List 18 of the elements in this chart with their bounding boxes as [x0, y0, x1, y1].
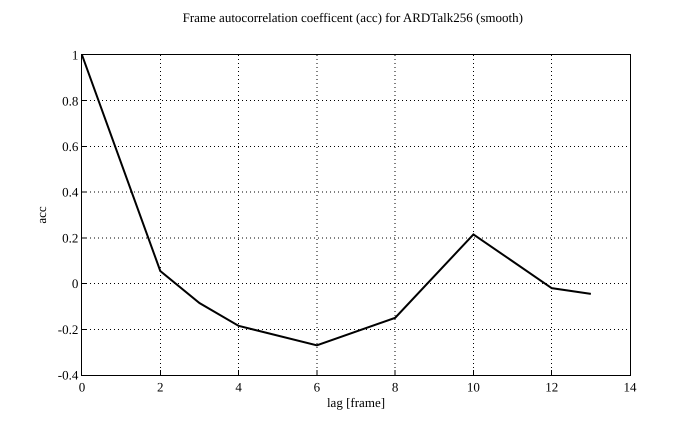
- y-tick-label: -0.4: [58, 368, 79, 383]
- y-tick-label: -0.2: [58, 322, 78, 337]
- x-tick-label: 8: [392, 380, 398, 395]
- y-tick-label: 0.6: [62, 138, 79, 154]
- chart-title: Frame autocorrelation coefficent (acc) for ARDTalk256 (smooth): [182, 10, 523, 26]
- x-tick-label: 6: [314, 380, 321, 395]
- x-tick-label: 10: [466, 380, 480, 395]
- y-tick-label: 1: [72, 48, 78, 63]
- x-tick-label: 14: [624, 380, 637, 395]
- y-tick-label: 0.4: [62, 184, 79, 200]
- y-axis-title: acc: [34, 206, 49, 224]
- x-tick-label: 4: [235, 380, 242, 395]
- y-tick-label: 0.8: [62, 93, 78, 108]
- y-tick-label: 0.2: [62, 230, 78, 246]
- y-tick-label: 0: [72, 276, 78, 292]
- x-tick-label: 12: [545, 380, 558, 395]
- x-tick-label: 2: [157, 380, 164, 395]
- x-axis-title: lag [frame]: [326, 395, 386, 410]
